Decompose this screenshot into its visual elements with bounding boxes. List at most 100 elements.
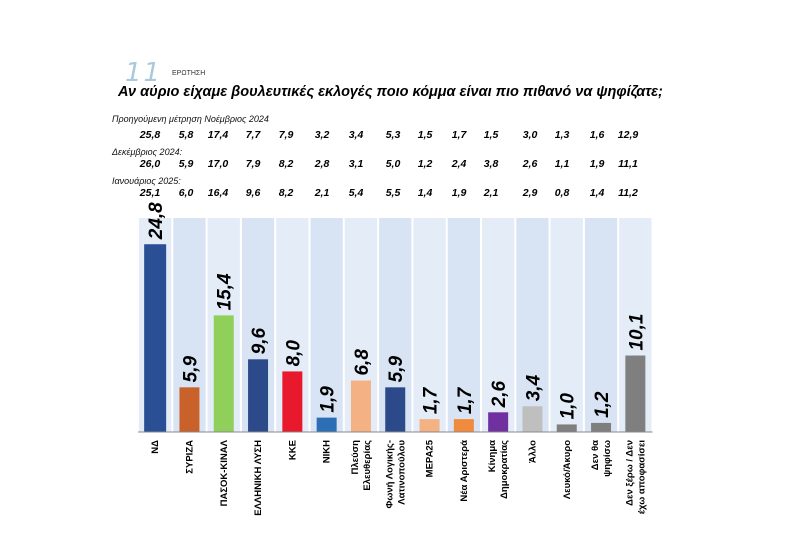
- category-label: ΝΙΚΗ: [322, 440, 333, 463]
- bar-value-label: 5,9: [386, 355, 407, 382]
- bar-value-label: 3,4: [523, 374, 544, 401]
- bar: [591, 422, 612, 432]
- previous-value: 1,1: [554, 158, 570, 170]
- previous-value: 0,8: [554, 187, 570, 199]
- previous-value: 3,1: [348, 158, 364, 170]
- previous-value: 11,1: [618, 158, 638, 170]
- category-label: ΚΚΕ: [287, 440, 298, 460]
- bar-value-label: 9,6: [249, 327, 270, 354]
- column-band: [447, 218, 480, 432]
- category-label: ΣΥΡΙΖΑ: [184, 440, 195, 474]
- previous-value: 1,3: [554, 129, 570, 141]
- column-band: [516, 218, 549, 432]
- previous-value: 1,4: [589, 187, 605, 199]
- category-label: Δημοκρατίας: [499, 440, 510, 499]
- previous-value: 2,9: [522, 187, 538, 199]
- previous-value: 1,5: [483, 129, 499, 141]
- category-label: ΝΔ: [150, 440, 161, 454]
- category-label: ψηφίσω: [602, 440, 613, 477]
- previous-value: 16,4: [207, 187, 229, 199]
- previous-value: 2,1: [483, 187, 499, 199]
- bar: [213, 315, 234, 432]
- previous-value: 1,9: [451, 187, 467, 199]
- bar-value-label: 6,8: [352, 349, 373, 376]
- previous-value: 2,8: [314, 158, 330, 170]
- previous-value: 12,9: [617, 129, 639, 141]
- previous-value: 3,4: [348, 129, 364, 141]
- column-band: [550, 218, 583, 432]
- bar: [453, 419, 474, 432]
- previous-value: 1,9: [589, 158, 605, 170]
- previous-value: 3,2: [314, 129, 330, 141]
- previous-value: 25,1: [139, 187, 161, 199]
- bar: [282, 371, 303, 432]
- bar-value-label: 1,7: [455, 386, 476, 414]
- bar: [144, 244, 167, 432]
- previous-value: 3,0: [522, 129, 538, 141]
- column-band: [310, 218, 343, 432]
- previous-value: 25,8: [139, 129, 161, 141]
- category-label: Λατινοπούλου: [396, 440, 407, 505]
- bar-value-label: 1,9: [318, 386, 339, 413]
- previous-value: 7,9: [245, 158, 261, 170]
- question-number: 11: [125, 58, 163, 88]
- bar: [179, 387, 200, 432]
- bar: [419, 419, 440, 432]
- bar-value-label: 5,9: [180, 355, 201, 382]
- previous-value: 8,2: [278, 187, 294, 199]
- category-label: ΜΕΡΑ25: [425, 439, 436, 477]
- column-band: [482, 218, 515, 432]
- previous-value: 17,4: [207, 129, 229, 141]
- bar-value-label: 1,0: [558, 393, 579, 420]
- bar: [385, 387, 406, 432]
- bar-value-label: 15,4: [215, 273, 236, 310]
- previous-value: 1,7: [451, 129, 467, 141]
- bar: [350, 380, 371, 432]
- previous-value: 7,9: [278, 129, 294, 141]
- previous-value: 1,5: [417, 129, 433, 141]
- previous-value: 5,3: [385, 129, 401, 141]
- previous-value: 5,9: [178, 158, 194, 170]
- previous-value: 7,7: [245, 129, 261, 141]
- previous-value: 6,0: [178, 187, 194, 199]
- previous-value: 26,0: [139, 158, 161, 170]
- bar: [316, 417, 337, 432]
- bar: [556, 424, 577, 432]
- category-label: Λευκό/Άκυρο: [562, 440, 573, 499]
- bar-value-label: 24,8: [146, 202, 167, 240]
- previous-value: 2,1: [314, 187, 330, 199]
- previous-row-label: Προηγούμενη μέτρηση Νοέμβριος 2024: [112, 114, 269, 124]
- column-band: [584, 218, 618, 432]
- question-text: Αν αύριο είχαμε βουλευτικές εκλογές ποιο…: [118, 84, 663, 100]
- previous-value: 5,4: [348, 187, 364, 199]
- bar-value-label: 8,0: [283, 340, 304, 367]
- previous-value: 17,0: [207, 158, 229, 170]
- category-label: Νέα Αριστερά: [459, 440, 470, 502]
- category-label: έχω αποφασίσει: [636, 440, 647, 515]
- previous-row-label: Δεκέμβριος 2024:: [112, 147, 183, 157]
- bar-value-label: 10,1: [626, 314, 647, 351]
- question-label: ΕΡΩΤΗΣΗ: [172, 70, 206, 77]
- category-label: ΠΑΣΟΚ-ΚΙΝΑΛ: [219, 439, 230, 506]
- category-label: Δεν ξέρω / Δεν: [624, 440, 635, 506]
- previous-value: 3,8: [483, 158, 499, 170]
- bar: [488, 412, 509, 432]
- bar: [248, 359, 269, 432]
- category-label: Άλλο: [527, 440, 538, 463]
- previous-value: 11,2: [618, 187, 638, 199]
- bar: [522, 406, 543, 432]
- bar-value-label: 1,7: [421, 386, 442, 414]
- category-label: Κίνημα: [487, 440, 498, 472]
- previous-value: 5,0: [385, 158, 401, 170]
- bar-value-label: 1,2: [592, 391, 613, 418]
- previous-value: 9,6: [245, 187, 261, 199]
- previous-value: 2,4: [451, 158, 467, 170]
- column-band: [413, 218, 446, 432]
- previous-value: 5,5: [385, 187, 401, 199]
- previous-row-label: Ιανουάριος 2025:: [112, 176, 181, 186]
- category-label: ΕΛΛΗΝΙΚΗ ΛΥΣΗ: [253, 440, 264, 516]
- previous-value: 2,6: [522, 158, 538, 170]
- previous-value: 5,8: [178, 129, 194, 141]
- category-label: Φωνή Λογικής-: [384, 440, 395, 508]
